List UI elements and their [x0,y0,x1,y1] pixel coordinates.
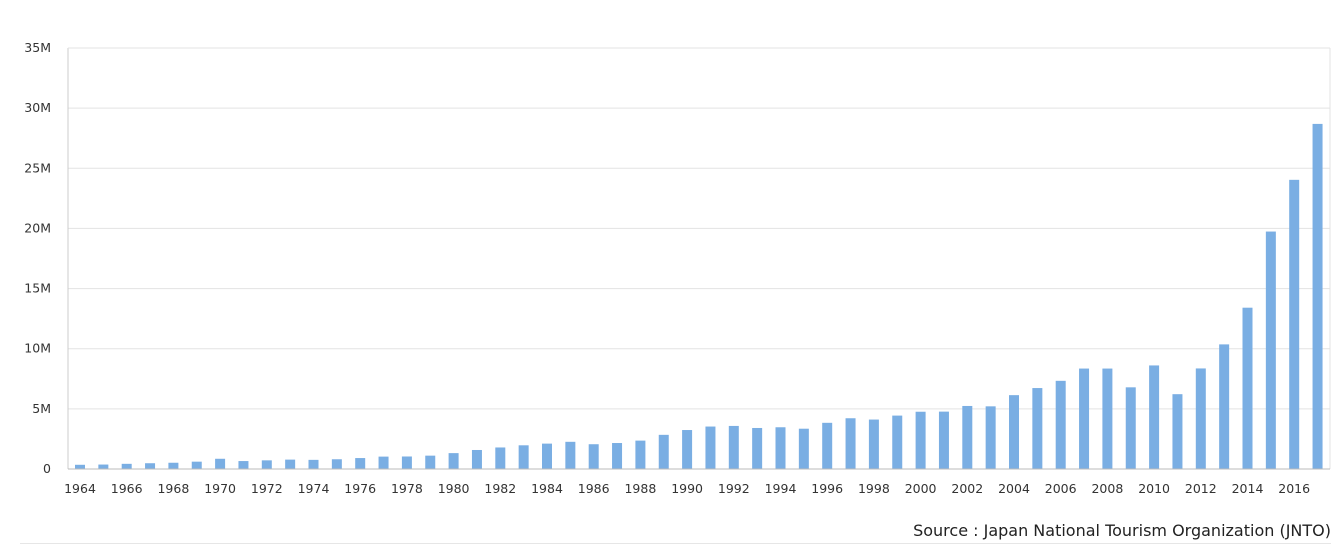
bar-1990 [682,430,693,469]
bar-2015 [1265,231,1276,469]
bar-1979 [425,455,436,469]
x-tick-label: 2012 [1185,481,1217,496]
x-tick-label: 2014 [1232,481,1264,496]
bar-1996 [822,422,833,469]
bar-2006 [1055,380,1066,469]
axes [67,47,1331,470]
bar-2010 [1149,365,1160,469]
y-tick-label: 10M [24,341,51,356]
x-tick-label: 1968 [157,481,189,496]
x-tick-label: 1984 [531,481,563,496]
bar-2014 [1242,307,1253,469]
bar-1999 [892,415,903,469]
bar-1993 [752,427,763,469]
y-tick-label: 20M [24,220,51,235]
bar-1981 [471,449,482,469]
x-tick-label: 1998 [858,481,890,496]
x-tick-label: 1972 [251,481,283,496]
bar-1974 [308,459,319,469]
bar-1987 [612,443,623,469]
bar-1973 [285,459,296,469]
x-tick-label: 1974 [298,481,330,496]
x-tick-label: 1966 [111,481,143,496]
bar-1965 [98,464,109,469]
y-tick-label: 35M [24,40,51,55]
bar-1997 [845,418,856,469]
bar-1972 [261,460,272,469]
gridlines [68,47,1330,410]
bar-1970 [215,458,226,469]
bar-1966 [121,463,132,469]
x-tick-label: 1982 [484,481,516,496]
x-tick-label: 1992 [718,481,750,496]
bar-1968 [168,462,179,469]
bar-2005 [1032,388,1043,469]
bar-2011 [1172,394,1183,469]
y-tick-label: 30M [24,100,51,115]
bar-1998 [868,419,879,469]
bar-2009 [1125,387,1136,469]
bar-1995 [798,428,809,469]
x-tick-label: 1988 [624,481,656,496]
bar-2004 [1009,395,1019,469]
x-tick-label: 1978 [391,481,423,496]
bar-1980 [448,453,459,469]
bar-1967 [145,463,156,469]
bar-1964 [75,464,85,469]
bar-1982 [495,447,506,469]
x-tick-label: 1994 [765,481,797,496]
bar-1991 [705,426,716,469]
bottom-divider [20,543,1331,544]
bar-1976 [355,458,366,469]
x-tick-label: 2006 [1045,481,1077,496]
y-tick-label: 5M [32,401,51,416]
bar-2008 [1102,368,1113,469]
bar-2000 [915,411,926,469]
bar-1978 [401,456,412,469]
bar-2016 [1289,179,1300,470]
bar-2003 [985,406,996,469]
bar-1975 [331,459,342,469]
bar-2001 [938,411,949,469]
x-tick-label: 1964 [64,481,96,496]
bar-1986 [588,444,599,469]
y-tick-label: 0 [43,461,51,476]
y-axis-tick-labels: 0 5M 10M 15M 20M 25M 30M 35M [24,40,51,476]
bar-1985 [565,441,576,469]
x-tick-label: 2010 [1138,481,1170,496]
bar-1977 [378,456,389,469]
bar-2017 [1312,123,1323,470]
bar-2012 [1195,368,1206,469]
bar-series [75,123,1323,470]
bar-2002 [962,405,973,469]
x-tick-label: 2008 [1091,481,1123,496]
x-tick-label: 1976 [344,481,376,496]
x-tick-label: 2000 [905,481,937,496]
x-tick-label: 1990 [671,481,703,496]
source-caption: Source : Japan National Tourism Organiza… [913,521,1331,540]
x-tick-label: 1970 [204,481,236,496]
x-axis-tick-labels: 1964 1966 1968 1970 1972 1974 1976 1978 1980 1982… [64,481,1310,496]
bar-1983 [518,445,529,469]
bar-1989 [658,434,669,469]
x-tick-label: 1980 [438,481,470,496]
bar-1992 [728,425,739,469]
x-tick-label: 2004 [998,481,1030,496]
x-tick-label: 2016 [1278,481,1310,496]
bar-1994 [775,427,786,469]
bar-1988 [635,440,646,469]
y-tick-label: 25M [24,160,51,175]
y-tick-label: 15M [24,281,51,296]
bar-2007 [1079,368,1090,469]
bar-1971 [238,461,249,469]
x-tick-label: 1986 [578,481,610,496]
x-tick-label: 1996 [811,481,843,496]
bar-2013 [1219,344,1230,469]
bar-1984 [542,443,552,469]
bar-1969 [191,461,202,469]
x-tick-label: 2002 [951,481,983,496]
